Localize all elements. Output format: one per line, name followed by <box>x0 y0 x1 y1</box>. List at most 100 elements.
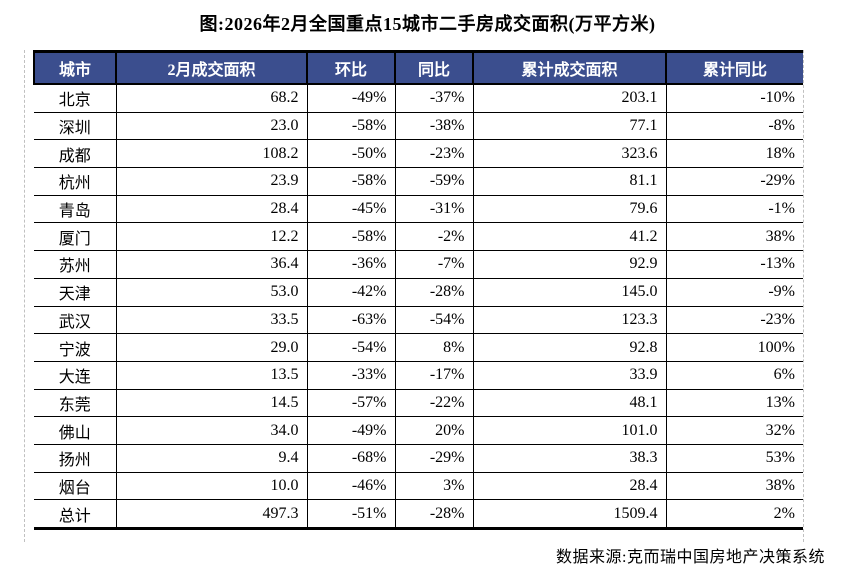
value-cell: 18% <box>665 139 803 169</box>
value-cell: -2% <box>394 222 474 252</box>
table-row: 扬州 9.4 -68% -29% 38.3 53% <box>34 443 803 473</box>
city-cell: 北京 <box>34 83 117 113</box>
col-header-feb-area: 2月成交面积 <box>115 51 308 85</box>
table-row: 天津 53.0 -42% -28% 145.0 -9% <box>34 277 803 307</box>
value-cell: -22% <box>394 388 474 418</box>
table-row: 宁波 29.0 -54% 8% 92.8 100% <box>34 333 803 362</box>
value-cell: 28.4 <box>472 471 667 501</box>
value-cell: 34.0 <box>115 416 308 445</box>
value-cell: -13% <box>665 250 803 279</box>
value-cell: 323.6 <box>472 139 667 169</box>
value-cell: 68.2 <box>115 83 308 113</box>
value-cell: -49% <box>306 416 396 445</box>
city-cell: 佛山 <box>34 416 117 445</box>
value-cell: -37% <box>394 83 474 113</box>
value-cell: -10% <box>665 83 803 113</box>
table-header-row: 城市 2月成交面积 环比 同比 累计成交面积 累计同比 <box>33 51 803 85</box>
value-cell: -33% <box>306 360 396 390</box>
left-print-boundary-line <box>24 50 25 542</box>
value-cell: -54% <box>394 305 474 335</box>
value-cell: 9.4 <box>115 443 308 473</box>
value-cell: 108.2 <box>115 139 308 169</box>
value-cell: 92.9 <box>472 250 667 279</box>
value-cell: -29% <box>394 443 474 473</box>
value-cell: -9% <box>665 277 803 307</box>
value-cell: -31% <box>394 194 474 224</box>
value-cell: -58% <box>306 222 396 252</box>
value-cell: -57% <box>306 388 396 418</box>
value-cell: -8% <box>665 111 803 141</box>
value-cell: -49% <box>306 83 396 113</box>
value-cell: -50% <box>306 139 396 169</box>
value-cell: 23.0 <box>115 111 308 141</box>
value-cell: 38% <box>665 222 803 252</box>
value-cell: 79.6 <box>472 194 667 224</box>
data-source-note: 数据来源:克而瑞中国房地产决策系统 <box>556 549 825 566</box>
table-row: 杭州 23.9 -58% -59% 81.1 -29% <box>34 167 803 196</box>
value-cell: 100% <box>665 333 803 362</box>
city-transactions-table: 城市 2月成交面积 环比 同比 累计成交面积 累计同比 北京 68.2 -49% -3… <box>33 50 803 530</box>
col-header-city: 城市 <box>33 51 117 85</box>
city-cell: 深圳 <box>34 111 117 141</box>
city-cell: 天津 <box>34 277 117 307</box>
city-cell: 杭州 <box>34 167 117 196</box>
table-row: 苏州 36.4 -36% -7% 92.9 -13% <box>34 250 803 279</box>
value-cell: 32% <box>665 416 803 445</box>
col-header-cum-area: 累计成交面积 <box>472 51 667 85</box>
value-cell: -17% <box>394 360 474 390</box>
city-cell: 武汉 <box>34 305 117 335</box>
value-cell: -59% <box>394 167 474 196</box>
total-row: 总计 497.3 -51% -28% 1509.4 2% <box>34 499 803 529</box>
value-cell: -51% <box>306 499 396 529</box>
value-cell: -7% <box>394 250 474 279</box>
value-cell: 145.0 <box>472 277 667 307</box>
city-cell: 总计 <box>34 499 117 529</box>
city-cell: 苏州 <box>34 250 117 279</box>
city-cell: 烟台 <box>34 471 117 501</box>
value-cell: 92.8 <box>472 333 667 362</box>
value-cell: -63% <box>306 305 396 335</box>
value-cell: 13.5 <box>115 360 308 390</box>
value-cell: 101.0 <box>472 416 667 445</box>
table-row: 成都 108.2 -50% -23% 323.6 18% <box>34 139 803 169</box>
table-row: 厦门 12.2 -58% -2% 41.2 38% <box>34 222 803 252</box>
table-row: 东莞 14.5 -57% -22% 48.1 13% <box>34 388 803 418</box>
col-header-cum-yoy: 累计同比 <box>665 51 803 85</box>
value-cell: 497.3 <box>115 499 308 529</box>
value-cell: 20% <box>394 416 474 445</box>
city-cell: 东莞 <box>34 388 117 418</box>
city-cell: 厦门 <box>34 222 117 252</box>
right-print-boundary-line <box>803 50 804 542</box>
table-row: 武汉 33.5 -63% -54% 123.3 -23% <box>34 305 803 335</box>
value-cell: 28.4 <box>115 194 308 224</box>
value-cell: 14.5 <box>115 388 308 418</box>
value-cell: 10.0 <box>115 471 308 501</box>
table-row: 北京 68.2 -49% -37% 203.1 -10% <box>34 83 803 113</box>
value-cell: 1509.4 <box>472 499 667 529</box>
value-cell: 2% <box>665 499 803 529</box>
value-cell: 8% <box>394 333 474 362</box>
value-cell: -28% <box>394 499 474 529</box>
value-cell: -45% <box>306 194 396 224</box>
city-cell: 宁波 <box>34 333 117 362</box>
col-header-mom: 环比 <box>306 51 396 85</box>
table-row: 青岛 28.4 -45% -31% 79.6 -1% <box>34 194 803 224</box>
table-row: 大连 13.5 -33% -17% 33.9 6% <box>34 360 803 390</box>
value-cell: -1% <box>665 194 803 224</box>
value-cell: -68% <box>306 443 396 473</box>
value-cell: 38% <box>665 471 803 501</box>
value-cell: 41.2 <box>472 222 667 252</box>
table-row: 深圳 23.0 -58% -38% 77.1 -8% <box>34 111 803 141</box>
city-cell: 成都 <box>34 139 117 169</box>
value-cell: 38.3 <box>472 443 667 473</box>
value-cell: 48.1 <box>472 388 667 418</box>
value-cell: 33.9 <box>472 360 667 390</box>
value-cell: 29.0 <box>115 333 308 362</box>
value-cell: -36% <box>306 250 396 279</box>
value-cell: -29% <box>665 167 803 196</box>
value-cell: -54% <box>306 333 396 362</box>
table-row: 佛山 34.0 -49% 20% 101.0 32% <box>34 416 803 445</box>
figure-title: 图:2026年2月全国重点15城市二手房成交面积(万平方米) <box>199 14 656 34</box>
value-cell: 12.2 <box>115 222 308 252</box>
value-cell: 53.0 <box>115 277 308 307</box>
